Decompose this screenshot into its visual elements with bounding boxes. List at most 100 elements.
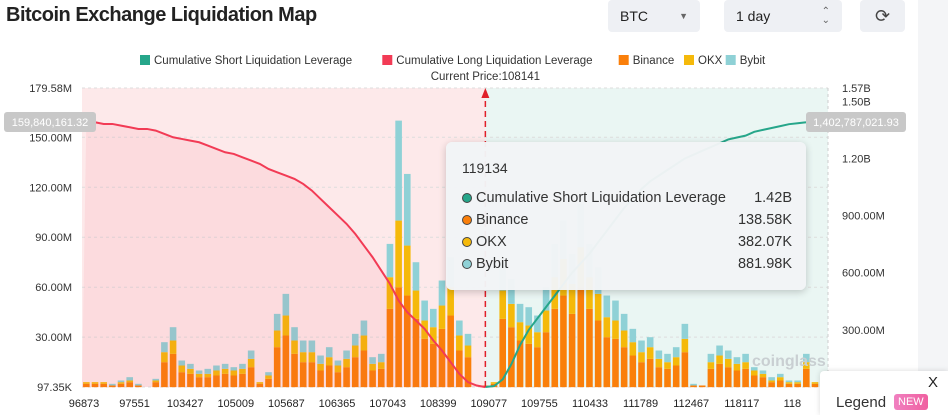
bar-binance: [282, 335, 290, 388]
bar-okx: [586, 277, 593, 309]
bar-okx: [334, 365, 342, 373]
bar-bybit: [187, 363, 194, 369]
bar-bybit: [456, 320, 463, 336]
bar-binance: [681, 352, 689, 388]
bar-okx: [664, 362, 671, 369]
bar-binance: [447, 315, 454, 388]
bar-binance: [421, 338, 428, 388]
tooltip-row: Bybit 881.98K: [462, 256, 792, 272]
bar-binance: [594, 320, 602, 388]
bar-binance: [325, 365, 333, 388]
current-price-label: Current Price:108141: [431, 71, 540, 83]
bar-okx: [811, 382, 819, 384]
bar-binance: [256, 383, 264, 388]
bar-binance: [117, 383, 125, 388]
bar-okx: [169, 340, 177, 354]
bar-binance: [187, 373, 194, 388]
tooltip-value: 881.98K: [737, 256, 792, 272]
bar-binance: [161, 362, 168, 388]
x-axis-tick: 108399: [420, 398, 457, 410]
legend-swatch: [382, 55, 393, 65]
tooltip-label: Cumulative Short Liquidation Leverage: [462, 190, 726, 206]
page-scroll-gutter: [918, 0, 948, 415]
bar-okx: [490, 382, 498, 384]
bar-binance: [247, 367, 255, 388]
bar-okx: [525, 325, 533, 344]
bar-binance: [525, 343, 533, 388]
series-dot-icon: [462, 259, 472, 270]
bar-okx: [551, 277, 559, 309]
x-axis-tick: 109077: [470, 398, 507, 410]
bar-binance: [152, 382, 160, 388]
bar-bybit: [195, 370, 203, 374]
bar-binance: [273, 347, 281, 388]
refresh-button[interactable]: ⟳: [860, 0, 905, 32]
bar-bybit: [369, 357, 376, 364]
bar-bybit: [213, 365, 220, 371]
coin-select[interactable]: BTC ▼: [608, 0, 700, 32]
bar-okx: [221, 368, 229, 374]
bar-bybit: [646, 337, 654, 348]
bar-bybit: [230, 367, 238, 371]
bar-bybit: [707, 353, 715, 363]
tooltip-series-name: OKX: [476, 234, 507, 250]
bar-binance: [135, 385, 142, 388]
bar-bybit: [629, 328, 637, 343]
bar-binance: [707, 368, 715, 388]
left-marker-value: 159,840,161.32: [12, 117, 88, 129]
bar-bybit: [169, 327, 177, 341]
bar-binance: [785, 383, 793, 388]
bar-okx: [707, 362, 715, 369]
bar-bybit: [291, 327, 298, 341]
x-axis-tick: 107043: [369, 398, 406, 410]
bar-okx: [351, 345, 359, 358]
bar-okx: [187, 368, 194, 374]
tooltip-label: Binance: [462, 212, 528, 228]
legend-item: Cumulative Long Liquidation Leverage: [396, 55, 592, 67]
bar-okx: [377, 362, 385, 369]
bar-binance: [551, 308, 559, 388]
bar-bybit: [759, 370, 767, 374]
bar-okx: [542, 310, 550, 333]
bar-binance: [534, 347, 541, 388]
long-area: [82, 120, 486, 388]
bar-bybit: [135, 383, 142, 386]
refresh-icon: ⟳: [874, 5, 891, 26]
bar-bybit: [239, 363, 246, 369]
bar-okx: [256, 382, 264, 384]
bar-okx: [742, 362, 749, 369]
legend-button[interactable]: X Legend NEW: [820, 371, 948, 415]
bar-bybit: [750, 367, 758, 371]
bar-bybit: [464, 333, 472, 346]
bar-okx: [759, 373, 767, 378]
bar-okx: [785, 382, 793, 384]
bar-binance: [178, 372, 186, 388]
tooltip-price: 119134: [462, 160, 508, 176]
legend-item: Binance: [633, 55, 675, 67]
bar-okx: [360, 335, 368, 351]
range-select[interactable]: 1 day ⌃ ⌄: [724, 0, 842, 32]
bar-okx: [195, 373, 203, 378]
bar-binance: [733, 370, 741, 388]
bar-binance: [308, 362, 316, 388]
tooltip-row: OKX 382.07K: [462, 234, 792, 250]
bar-binance: [403, 295, 411, 388]
bar-bybit: [247, 350, 255, 359]
caret-down-icon: ▼: [679, 11, 688, 21]
watermark-logo: coinglass: [752, 353, 826, 370]
bar-binance: [412, 318, 420, 388]
bar-okx: [343, 358, 350, 368]
bar-bybit: [716, 345, 723, 356]
bar-bybit: [508, 278, 515, 304]
bar-okx: [456, 335, 463, 351]
bar-bybit: [317, 355, 324, 364]
close-icon[interactable]: X: [927, 374, 938, 391]
bar-bybit: [438, 280, 446, 306]
bar-binance: [351, 357, 359, 388]
bar-bybit: [525, 307, 533, 326]
left-axis-tick: 97.35K: [37, 382, 73, 394]
bar-binance: [265, 378, 272, 388]
bar-bybit: [282, 293, 290, 316]
bar-okx: [299, 352, 307, 363]
bar-okx: [516, 322, 524, 341]
